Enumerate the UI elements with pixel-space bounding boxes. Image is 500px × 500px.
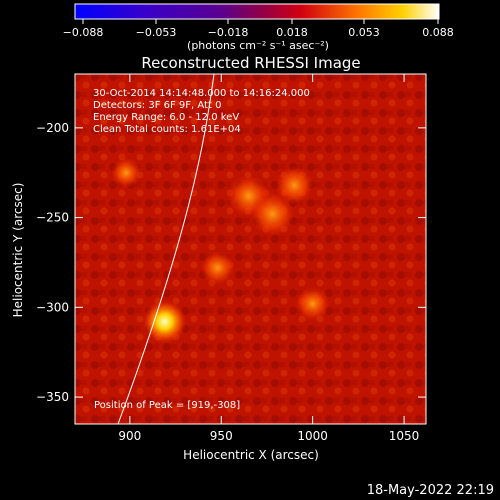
y-tick-label-0: −200 bbox=[36, 121, 69, 135]
x-tick-label-1: 950 bbox=[210, 429, 233, 443]
info-time-range: 30-Oct-2014 14:14:48.000 to 14:16:24.000 bbox=[93, 88, 310, 99]
info-detectors: Detectors: 3F 6F 9F, Att 0 bbox=[93, 100, 221, 111]
plot-frame bbox=[74, 73, 427, 425]
rhessi-image bbox=[75, 74, 426, 424]
colorbar-tick-4: 0.053 bbox=[348, 26, 380, 39]
plot-title: Reconstructed RHESSI Image bbox=[141, 54, 360, 72]
y-tick-label-2: −300 bbox=[36, 300, 69, 314]
solar-limb bbox=[117, 74, 215, 424]
x-tick-label-0: 900 bbox=[118, 429, 141, 443]
colorbar-units: (photons cm⁻² s⁻¹ asec⁻²) bbox=[187, 39, 329, 52]
emission-source-2 bbox=[250, 192, 295, 236]
info-energy: Energy Range: 6.0 - 12.0 keV bbox=[93, 112, 239, 123]
x-axis-label: Heliocentric X (arcsec) bbox=[183, 448, 319, 462]
colorbar-tick-5: 0.088 bbox=[422, 26, 454, 39]
emission-source-0 bbox=[142, 299, 187, 344]
emission-source-4 bbox=[200, 250, 235, 285]
y-axis-label: Heliocentric Y (arcsec) bbox=[11, 183, 25, 318]
info-clean: Clean Total counts: 1.61E+04 bbox=[93, 124, 241, 135]
colorbar-tick-2: −0.018 bbox=[208, 26, 249, 39]
emission-source-6 bbox=[111, 157, 142, 188]
info-peak: Position of Peak = [919,-308] bbox=[94, 400, 240, 411]
footer-date: 18-May-2022 22:19 bbox=[367, 483, 494, 498]
emission-source-5 bbox=[295, 286, 330, 321]
emission-source-3 bbox=[275, 166, 314, 205]
colorbar: −0.088 −0.053 −0.018 0.018 0.053 0.088 (… bbox=[63, 3, 454, 52]
x-tick-label-3: 1050 bbox=[389, 429, 420, 443]
y-tick-label-3: −350 bbox=[36, 390, 69, 404]
colorbar-tick-1: −0.053 bbox=[136, 26, 177, 39]
axes: 900 950 1000 1050 −200 −250 −300 −350 bbox=[36, 74, 426, 443]
y-tick-label-1: −250 bbox=[36, 211, 69, 225]
colorbar-tick-3: 0.018 bbox=[276, 26, 308, 39]
x-tick-label-2: 1000 bbox=[297, 429, 328, 443]
colorbar-tick-0: −0.088 bbox=[63, 26, 104, 39]
colorbar-gradient bbox=[74, 3, 440, 20]
